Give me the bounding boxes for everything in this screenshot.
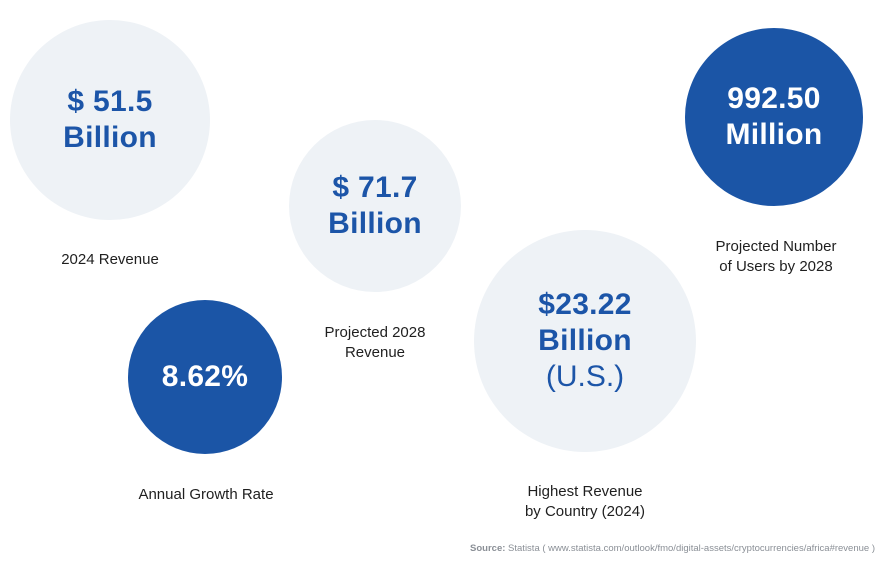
source-label: Source: [470,543,506,554]
stat-label-projected-users-2028: Projected Number of Users by 2028 [716,237,837,278]
stat-value-line: $ 71.7 [332,171,418,204]
stat-label-line: Revenue [344,344,406,362]
stat-value-line: $23.22 [538,288,632,321]
stat-label-line: Highest Revenue [527,483,643,500]
source-note: Source: Statista ( www.statista.com/outl… [470,543,875,554]
stat-label-line: Projected Number [715,238,837,255]
source-text: Statista ( www.statista.com/outlook/fmo/… [508,543,875,554]
stat-value-subline: (U.S.) [545,360,625,393]
stat-value-line: Billion [538,324,632,357]
stat-circle-annual-growth-rate: 8.62% [128,300,282,454]
stat-value-line: Million [725,118,823,151]
stat-value-line: Billion [63,121,157,154]
stat-label-line: 2024 Revenue [61,251,159,268]
stat-value-line: 8.62% [161,360,249,393]
stat-label-highest-revenue-country: Highest Revenue by Country (2024) [525,482,645,523]
stat-circle-projected-users-2028: 992.50 Million [685,28,863,206]
stat-label-line: of Users by 2028 [719,258,833,276]
stat-value-line: Billion [328,207,422,240]
stat-label-projected-revenue-2028: Projected 2028 Revenue [325,323,426,364]
stat-label-line: by Country (2024) [524,503,646,521]
stat-label-revenue-2024: 2024 Revenue [61,250,159,270]
stat-label-line: Projected 2028 [324,324,426,341]
stat-circle-revenue-2024: $ 51.5 Billion [10,20,210,220]
stat-value-line: $ 51.5 [67,85,153,118]
stat-circle-projected-revenue-2028: $ 71.7 Billion [289,120,461,292]
stat-circle-highest-revenue-country: $23.22 Billion (U.S.) [474,230,696,452]
stat-value-line: 992.50 [727,82,821,115]
stat-label-annual-growth-rate: Annual Growth Rate [138,485,273,505]
stat-label-line: Annual Growth Rate [138,486,274,503]
